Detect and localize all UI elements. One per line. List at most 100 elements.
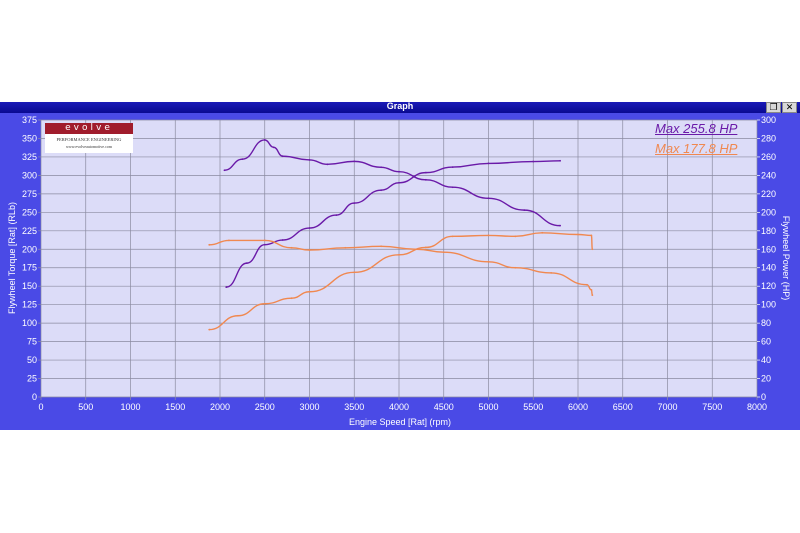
y-left-tick-label: 100 <box>22 318 37 328</box>
logo-brand: evolve <box>45 123 133 134</box>
y-right-tick-label: 280 <box>761 133 776 143</box>
x-tick-label: 8000 <box>747 402 767 412</box>
run1-power-point <box>532 160 535 163</box>
run1-power-point <box>559 159 561 162</box>
run2-power-point <box>424 246 427 249</box>
y-right-tick-label: 240 <box>761 170 776 180</box>
run1-power-point <box>424 171 427 174</box>
run1-torque-point <box>398 170 400 173</box>
run2-torque-point <box>263 239 266 242</box>
y-right-tick-label: 200 <box>761 207 776 217</box>
x-tick-label: 3000 <box>299 402 319 412</box>
x-tick-label: 500 <box>78 402 93 412</box>
run2-power-point <box>308 290 311 293</box>
run1-power-point <box>245 262 248 265</box>
run2-power-point <box>353 271 356 274</box>
y-left-tick-label: 375 <box>22 115 37 125</box>
run2-power-point <box>514 235 517 238</box>
window-title: Graph <box>386 101 414 111</box>
run1-power-point <box>263 243 266 246</box>
run2-torque-point <box>487 260 490 263</box>
run2-power-point <box>237 314 239 317</box>
y-right-tick-label: 60 <box>761 337 771 347</box>
run1-power-point <box>225 286 228 289</box>
y-right-tick-label: 140 <box>761 263 776 273</box>
x-tick-label: 7000 <box>657 402 677 412</box>
x-tick-label: 4500 <box>434 402 454 412</box>
legend-run1: Max 255.8 HP <box>655 121 738 136</box>
y-right-tick-label: 160 <box>761 244 776 254</box>
y-left-tick-label: 275 <box>22 189 37 199</box>
x-tick-label: 6500 <box>613 402 633 412</box>
run1-power-point <box>308 227 311 229</box>
run1-torque-point <box>326 163 329 166</box>
run2-torque-point <box>380 245 382 248</box>
run1-torque-point <box>241 158 244 161</box>
close-icon[interactable]: ✕ <box>782 102 797 113</box>
run1-torque-point <box>281 155 284 158</box>
run2-power-point <box>591 248 594 251</box>
run2-power-point <box>451 235 454 238</box>
run1-power-point <box>335 214 338 217</box>
y-left-tick-label: 25 <box>27 374 37 384</box>
x-tick-label: 2500 <box>255 402 275 412</box>
run2-power-point <box>290 297 293 300</box>
run1-torque-point <box>523 209 526 212</box>
run2-power-point <box>208 328 211 331</box>
legend-run2: Max 177.8 HP <box>655 141 738 156</box>
run2-torque-point <box>228 239 230 242</box>
y-left-tick-label: 150 <box>22 281 37 291</box>
run1-torque-point <box>380 166 382 169</box>
run1-torque-point <box>353 160 356 163</box>
run2-torque-point <box>514 266 517 269</box>
run2-torque-point <box>290 246 293 249</box>
y-left-tick-label: 75 <box>27 337 37 347</box>
run1-torque-point <box>451 186 454 189</box>
run2-torque-point <box>550 272 553 274</box>
y-left-tick-label: 125 <box>22 300 37 310</box>
x-tick-label: 0 <box>38 402 43 412</box>
run1-torque-point <box>263 139 266 141</box>
logo: evolve PERFORMANCE ENGINEERING www.evolv… <box>45 123 133 153</box>
run2-power-point <box>590 234 593 237</box>
run2-torque-point <box>591 294 594 296</box>
title-bar[interactable]: Graph ❐ ✕ <box>0 101 800 113</box>
run2-torque-point <box>586 283 588 286</box>
y-left-tick-label: 300 <box>22 170 37 180</box>
run2-power-point <box>487 234 490 237</box>
logo-tagline: PERFORMANCE ENGINEERING <box>56 137 122 142</box>
logo-url: www.evolveautomotive.com <box>66 144 112 149</box>
y-left-tick-label: 325 <box>22 152 37 162</box>
y-right-tick-label: 300 <box>761 115 776 125</box>
run1-power-line <box>226 160 561 288</box>
run1-power-point <box>487 162 490 165</box>
y-right-tick-label: 180 <box>761 226 776 236</box>
run1-torque-point <box>424 178 427 181</box>
run1-torque-point <box>223 169 226 172</box>
y-left-tick-label: 250 <box>22 207 37 217</box>
x-tick-label: 6000 <box>568 402 588 412</box>
y-right-axis-label: Flywheel Power (HP) <box>781 216 791 301</box>
y-left-tick-label: 0 <box>32 392 37 402</box>
y-right-tick-label: 0 <box>761 392 766 402</box>
run1-power-point <box>353 202 356 205</box>
x-axis-label: Engine Speed [Rat] (rpm) <box>349 417 451 427</box>
run2-torque-point <box>344 246 347 249</box>
run2-torque-point <box>308 249 311 251</box>
run2-power-point <box>541 231 544 234</box>
run1-power-point <box>398 181 400 184</box>
y-left-tick-label: 50 <box>27 355 37 365</box>
x-tick-label: 2000 <box>210 402 230 412</box>
run1-torque-point <box>487 197 490 200</box>
y-right-tick-label: 220 <box>761 189 776 199</box>
restore-icon[interactable]: ❐ <box>766 102 781 113</box>
x-tick-label: 1500 <box>165 402 185 412</box>
run2-torque-point <box>590 288 593 291</box>
y-left-tick-label: 175 <box>22 263 37 273</box>
run1-torque-point <box>559 224 561 227</box>
run1-power-point <box>451 166 454 168</box>
run1-power-point <box>281 239 284 241</box>
run2-torque-point <box>442 251 445 254</box>
y-left-axis-label: Flywheel Torque [Rat] (RLb) <box>7 202 17 314</box>
